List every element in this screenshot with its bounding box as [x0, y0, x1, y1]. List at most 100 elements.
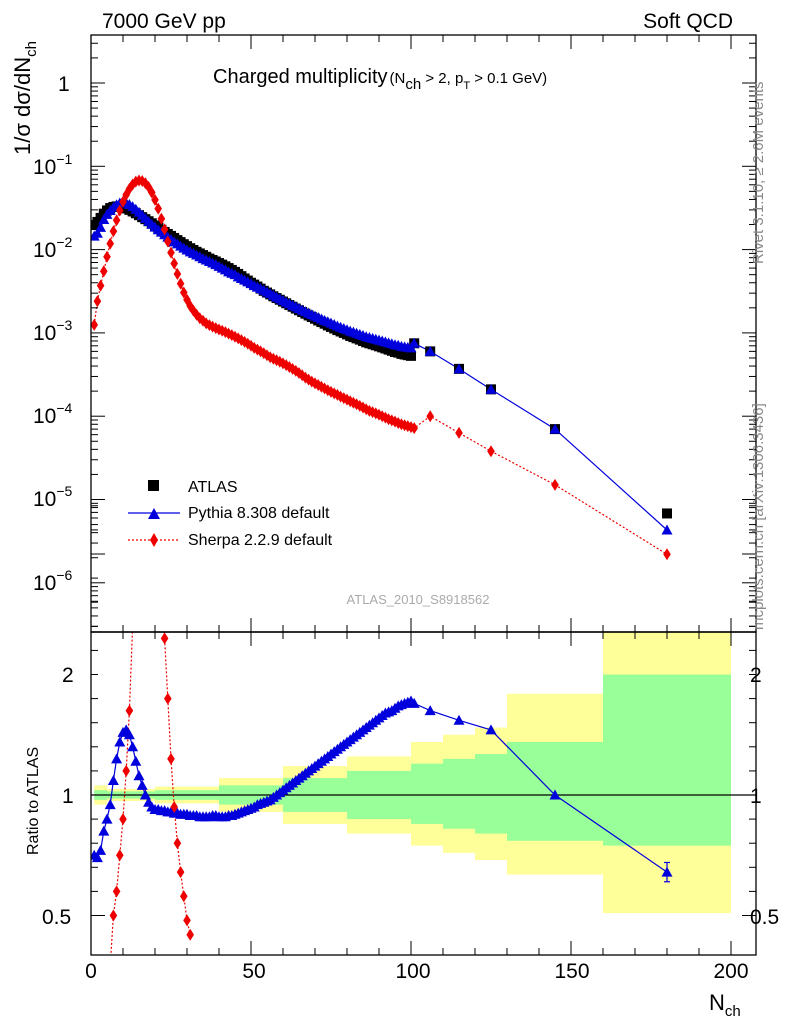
header-left: 7000 GeV pp [102, 10, 226, 33]
ratio-sherpa-point [132, 524, 140, 536]
ratio-sherpa-point [158, 560, 166, 572]
ratio-sherpa-line [110, 632, 191, 955]
sherpa-point [106, 237, 114, 250]
sherpa-point [285, 360, 294, 373]
y-ratio-tick-labels-right: 2 1 0.5 [750, 664, 779, 929]
ratio-sherpa-point [142, 307, 150, 319]
ratio-sherpa-point [176, 866, 185, 879]
sherpa-point [170, 257, 178, 270]
sherpa-point [112, 214, 121, 227]
sherpa-point [180, 286, 188, 299]
plot-title-cut-end: > 0.1 GeV) [470, 70, 547, 87]
ratio-tick-1-right: 1 [750, 785, 762, 808]
header-right: Soft QCD [643, 10, 733, 33]
ratio-pythia-point [104, 799, 116, 810]
axis-tick-marks [90, 35, 756, 955]
analysis-id: ATLAS_2010_S8918562 [347, 592, 490, 607]
sherpa-point [410, 422, 418, 435]
sherpa-point [186, 300, 194, 313]
sherpa-point [365, 404, 374, 417]
y-tick-1e-1: 10−1 [33, 151, 73, 179]
ratio-sherpa-point [170, 801, 178, 814]
sherpa-point [218, 324, 226, 337]
sherpa-point [157, 212, 166, 225]
sherpa-point [205, 319, 214, 332]
sherpa-point [154, 202, 162, 215]
ratio-sherpa-point [186, 928, 194, 941]
sherpa-point [167, 246, 175, 259]
ratio-pythia-point [127, 741, 139, 752]
ratio-tick-1-left: 1 [62, 785, 74, 808]
ratio-panel-marks [91, 307, 756, 1023]
x-tick-50: 50 [242, 960, 265, 983]
pythia-point [453, 363, 465, 374]
ratio-sherpa-point [112, 885, 121, 898]
sherpa-point [426, 410, 434, 423]
legend-atlas-label: ATLAS [188, 479, 238, 496]
legend-pythia-marker [148, 508, 160, 519]
sherpa-point [381, 411, 390, 424]
ratio-pythia-point [408, 697, 420, 708]
sherpa-point [116, 204, 124, 217]
ratio-pythia-point [114, 736, 126, 747]
legend-sherpa-label: Sherpa 2.2.9 default [188, 532, 333, 549]
sherpa-point [349, 396, 358, 409]
pythia-point [485, 383, 497, 394]
sherpa-point [487, 445, 495, 458]
ratio-sherpa-point [103, 1011, 111, 1023]
sherpa-point [317, 380, 326, 393]
pythia-point [98, 213, 110, 224]
ratio-tick-05-right: 0.5 [750, 906, 779, 929]
sherpa-point [244, 337, 252, 350]
sherpa-point [221, 326, 230, 339]
x-axis-title: Nch [709, 990, 741, 1020]
y-tick-1e-4: 10−4 [33, 400, 73, 428]
ratio-pythia-point [549, 789, 561, 800]
ratio-pythia-point [98, 825, 110, 836]
ratio-sherpa-point [135, 428, 143, 440]
ratio-sherpa-point [148, 403, 156, 415]
sherpa-point [455, 426, 463, 439]
ratio-sherpa-point [132, 632, 133, 633]
pythia-point [408, 337, 420, 348]
sherpa-point [333, 388, 342, 401]
ratio-sherpa-point [154, 500, 162, 512]
sherpa-point [125, 182, 134, 195]
sherpa-point [141, 177, 150, 190]
atlas-point [406, 350, 416, 361]
sherpa-point [132, 175, 140, 188]
x-tick-0: 0 [85, 960, 97, 983]
ratio-tick-2-left: 2 [62, 664, 74, 687]
ratio-sherpa-point [160, 632, 169, 645]
ratio-sherpa-point [173, 837, 182, 850]
ratio-sherpa-point [138, 343, 146, 355]
plot-title-cut-open: (N [390, 70, 406, 87]
band-green-7 [443, 758, 475, 829]
sherpa-point [212, 322, 220, 335]
ratio-sherpa-point [119, 813, 127, 826]
sherpa-point [93, 295, 102, 308]
sherpa-point [160, 223, 169, 236]
ratio-pythia-point [453, 714, 465, 725]
sherpa-point [340, 392, 348, 405]
sherpa-point [122, 188, 130, 201]
x-tick-100: 100 [395, 960, 430, 983]
ratio-sherpa-point [145, 331, 153, 343]
ratio-pythia-point [91, 852, 103, 863]
ratio-sherpa-point [180, 890, 188, 903]
side-text-mcplots: mcplots.cern.ch [arXiv:1306.3436] [750, 403, 767, 630]
atlas-point [662, 508, 672, 519]
ratio-tick-05-left: 0.5 [42, 906, 71, 929]
y-tick-1: 1 [58, 73, 70, 96]
plot-title-cut-mid: > 2, p [421, 70, 463, 87]
sherpa-point [103, 250, 111, 263]
ratio-pythia-point [101, 813, 113, 824]
sherpa-point [292, 364, 300, 377]
sherpa-point [372, 407, 380, 420]
band-green-6 [411, 763, 443, 824]
ratio-sherpa-point [167, 752, 175, 765]
band-green-8 [475, 754, 507, 834]
sherpa-point [176, 277, 185, 290]
sherpa-point [404, 420, 412, 433]
